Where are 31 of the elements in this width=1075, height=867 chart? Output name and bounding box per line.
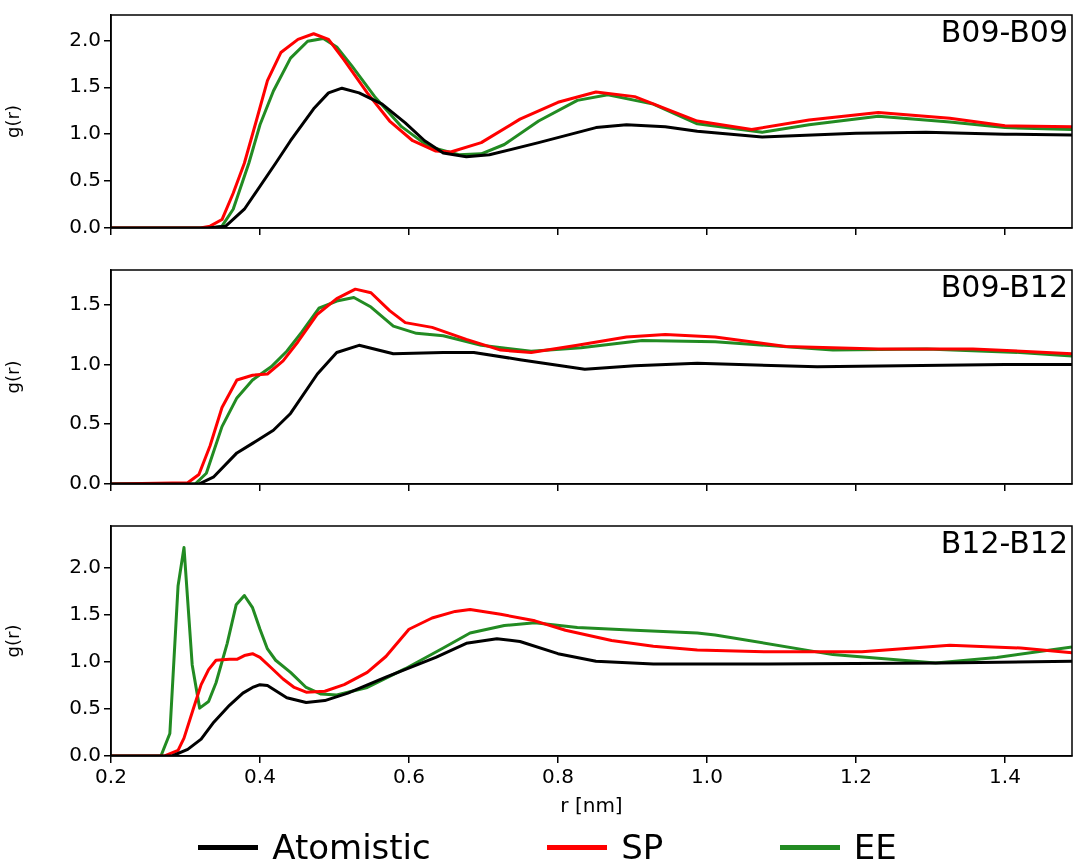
y-tick-label: 1.0 xyxy=(69,120,101,145)
legend-label: EE xyxy=(853,827,897,867)
y-tick-label: 1.5 xyxy=(69,601,101,626)
y-tick-label: 1.5 xyxy=(69,290,101,315)
y-tick-label: 0.0 xyxy=(69,470,101,495)
legend-label: Atomistic xyxy=(272,827,431,867)
y-tick-label: 0.0 xyxy=(69,742,101,767)
y-tick-label: 1.0 xyxy=(69,350,101,375)
y-axis-title: g(r) xyxy=(2,105,24,138)
x-tick-label: 0.2 xyxy=(95,764,127,789)
y-tick-label: 1.5 xyxy=(69,73,101,98)
chart-title: B12-B12 xyxy=(940,524,1068,560)
y-tick-label: 2.0 xyxy=(69,26,101,51)
x-tick-label: 0.6 xyxy=(393,764,425,789)
y-tick-label: 0.5 xyxy=(69,410,101,435)
x-tick-label: 1.0 xyxy=(691,764,723,789)
y-tick-label: 1.0 xyxy=(69,648,101,673)
y-tick-label: 0.5 xyxy=(69,167,101,192)
y-tick-label: 2.0 xyxy=(69,554,101,579)
x-tick-label: 0.8 xyxy=(542,764,574,789)
x-tick-label: 1.4 xyxy=(989,764,1021,789)
x-tick-label: 1.2 xyxy=(840,764,872,789)
x-axis-title: r [nm] xyxy=(560,793,623,818)
chart-title: B09-B12 xyxy=(940,268,1068,304)
y-tick-label: 0.0 xyxy=(69,214,101,239)
y-axis-title: g(r) xyxy=(2,360,24,394)
chart-title: B09-B09 xyxy=(940,13,1068,49)
y-tick-label: 0.5 xyxy=(69,695,101,720)
x-tick-label: 0.4 xyxy=(244,764,276,789)
y-axis-title: g(r) xyxy=(2,624,24,658)
legend-label: SP xyxy=(621,827,664,867)
